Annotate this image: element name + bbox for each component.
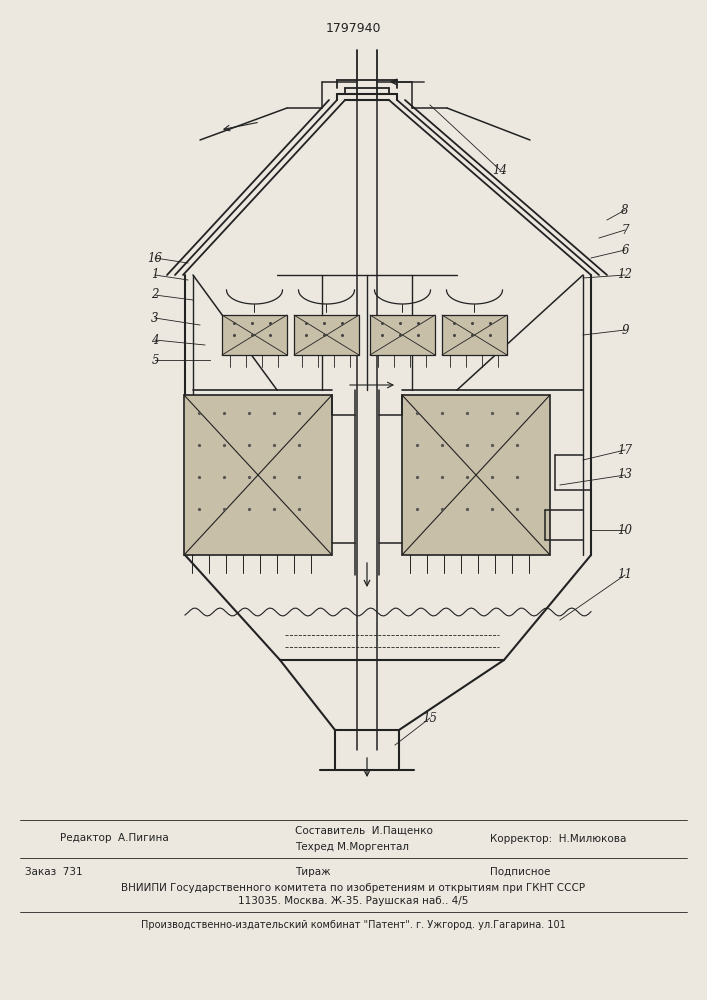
- Text: 113035. Москва. Ж-35. Раушская наб.. 4/5: 113035. Москва. Ж-35. Раушская наб.. 4/5: [238, 896, 468, 906]
- Text: 4: 4: [151, 334, 159, 347]
- Text: 5: 5: [151, 354, 159, 366]
- Text: ВНИИПИ Государственного комитета по изобретениям и открытиям при ГКНТ СССР: ВНИИПИ Государственного комитета по изоб…: [121, 883, 585, 893]
- Bar: [184, 395, 332, 555]
- Text: 11: 11: [617, 568, 633, 582]
- Text: 10: 10: [617, 524, 633, 536]
- Text: 9: 9: [621, 324, 629, 336]
- Bar: [294, 315, 359, 355]
- Text: 3: 3: [151, 312, 159, 324]
- Text: 16: 16: [148, 251, 163, 264]
- Text: Корректор:  Н.Милюкова: Корректор: Н.Милюкова: [490, 834, 626, 844]
- Text: Техред М.Моргентал: Техред М.Моргентал: [295, 842, 409, 852]
- Text: 2: 2: [151, 288, 159, 302]
- Text: 8: 8: [621, 204, 629, 217]
- Text: 1: 1: [151, 268, 159, 282]
- Text: 12: 12: [617, 268, 633, 282]
- Text: Составитель  И.Пащенко: Составитель И.Пащенко: [295, 826, 433, 836]
- Text: Редактор  А.Пигина: Редактор А.Пигина: [60, 833, 169, 843]
- Bar: [370, 315, 435, 355]
- Text: 14: 14: [493, 163, 508, 176]
- Text: 13: 13: [617, 468, 633, 482]
- Text: Заказ  731: Заказ 731: [25, 867, 83, 877]
- Text: 17: 17: [617, 444, 633, 456]
- Text: Производственно-издательский комбинат "Патент". г. Ужгород. ул.Гагарина. 101: Производственно-издательский комбинат "П…: [141, 920, 566, 930]
- Text: Подписное: Подписное: [490, 867, 550, 877]
- Bar: [442, 315, 507, 355]
- Text: 15: 15: [423, 712, 438, 724]
- Bar: [222, 315, 287, 355]
- Bar: [402, 395, 550, 555]
- Text: Тираж: Тираж: [295, 867, 331, 877]
- Text: 1797940: 1797940: [325, 21, 381, 34]
- Text: 7: 7: [621, 224, 629, 236]
- Text: 6: 6: [621, 243, 629, 256]
